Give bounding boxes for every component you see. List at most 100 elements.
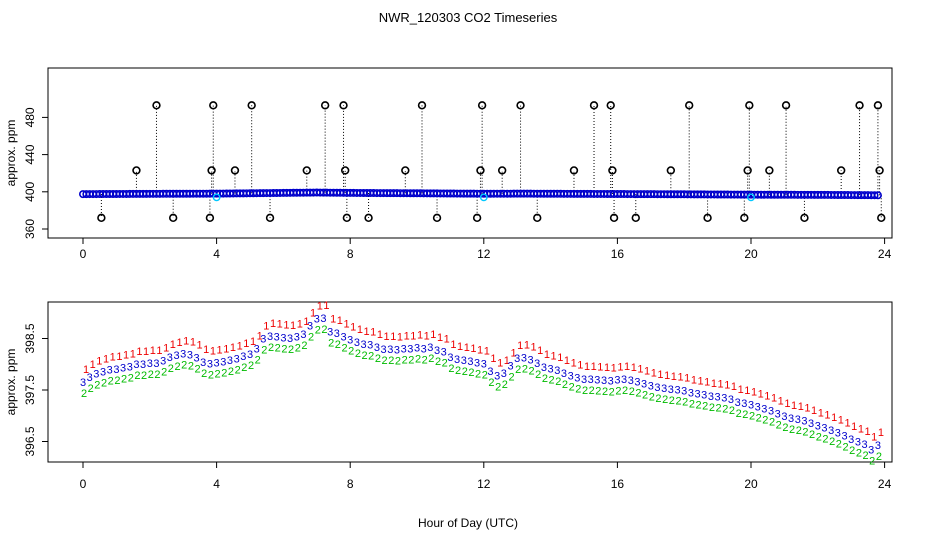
top-data-marks bbox=[79, 101, 886, 223]
series-1-mark: 1 bbox=[277, 318, 283, 330]
series-2-mark: 2 bbox=[589, 385, 595, 397]
series-2-mark: 2 bbox=[174, 361, 180, 373]
series-2-mark: 2 bbox=[522, 364, 528, 376]
series-3-mark: 3 bbox=[287, 333, 293, 345]
series-3-mark: 3 bbox=[594, 375, 600, 387]
series-2-mark: 2 bbox=[629, 386, 635, 398]
series-2-mark: 2 bbox=[435, 356, 441, 368]
series-1-mark: 1 bbox=[417, 330, 423, 342]
series-2-mark: 2 bbox=[569, 382, 575, 394]
series-3-mark: 3 bbox=[107, 364, 113, 376]
series-1-mark: 1 bbox=[297, 318, 303, 330]
series-1-mark: 1 bbox=[464, 342, 470, 354]
series-3-mark: 3 bbox=[701, 390, 707, 402]
series-2-mark: 2 bbox=[695, 400, 701, 412]
series-1-mark: 1 bbox=[871, 432, 877, 444]
series-2-mark: 2 bbox=[849, 445, 855, 457]
series-1-mark: 1 bbox=[83, 364, 89, 376]
outlier-point bbox=[476, 166, 485, 175]
series-3-mark: 3 bbox=[180, 348, 186, 360]
series-1-mark: 1 bbox=[691, 375, 697, 387]
series-3-mark: 3 bbox=[193, 353, 199, 365]
series-2-mark: 2 bbox=[408, 354, 414, 366]
series-1-mark: 1 bbox=[744, 385, 750, 397]
series-3-mark: 3 bbox=[407, 343, 413, 355]
outlier-point bbox=[152, 101, 161, 110]
series-3-mark: 3 bbox=[601, 375, 607, 387]
outlier-point bbox=[608, 166, 617, 175]
series-2-mark: 2 bbox=[395, 355, 401, 367]
series-2-mark: 2 bbox=[802, 426, 808, 438]
series-2-mark: 2 bbox=[615, 386, 621, 398]
series-2-mark: 2 bbox=[669, 395, 675, 407]
series-2-mark: 2 bbox=[375, 353, 381, 365]
series-3-mark: 3 bbox=[768, 406, 774, 418]
series-1-mark: 1 bbox=[677, 371, 683, 383]
cyan-point bbox=[747, 193, 755, 202]
series-3-mark: 3 bbox=[514, 353, 520, 365]
series-3-mark: 3 bbox=[401, 343, 407, 355]
series-3-mark: 3 bbox=[153, 358, 159, 370]
series-2-mark: 2 bbox=[221, 368, 227, 380]
top-y-tick-label: 480 bbox=[23, 107, 37, 127]
series-1-mark: 1 bbox=[450, 339, 456, 351]
outlier-point bbox=[781, 101, 791, 110]
outlier-point bbox=[432, 213, 442, 223]
series-2-mark: 2 bbox=[555, 376, 561, 388]
outlier-point bbox=[855, 101, 864, 110]
series-2-mark: 2 bbox=[288, 344, 294, 356]
series-1-mark: 1 bbox=[784, 398, 790, 410]
series-2-mark: 2 bbox=[295, 342, 301, 354]
series-2-mark: 2 bbox=[402, 354, 408, 366]
series-1-mark: 1 bbox=[250, 336, 256, 348]
series-1-mark: 1 bbox=[130, 348, 136, 360]
series-1-mark: 1 bbox=[357, 324, 363, 336]
series-3-mark: 3 bbox=[588, 374, 594, 386]
series-1-mark: 1 bbox=[644, 365, 650, 377]
series-2-mark: 2 bbox=[301, 340, 307, 352]
series-1-mark: 1 bbox=[310, 308, 316, 320]
series-3-mark: 3 bbox=[674, 384, 680, 396]
outlier-point bbox=[401, 166, 410, 175]
outlier-point bbox=[340, 166, 350, 175]
series-2-mark: 2 bbox=[836, 439, 842, 451]
series-3-mark: 3 bbox=[367, 340, 373, 352]
series-3-mark: 3 bbox=[461, 355, 467, 367]
series-3-mark: 3 bbox=[481, 359, 487, 371]
series-2-mark: 2 bbox=[168, 363, 174, 375]
top-x-tick-label: 24 bbox=[878, 247, 892, 261]
series-1-mark: 1 bbox=[684, 372, 690, 384]
series-3-mark: 3 bbox=[200, 357, 206, 369]
series-2-mark: 2 bbox=[862, 450, 868, 462]
series-3-mark: 3 bbox=[668, 384, 674, 396]
series-1-mark: 1 bbox=[384, 331, 390, 343]
series-1-mark: 1 bbox=[123, 349, 129, 361]
series-1-mark: 1 bbox=[317, 300, 323, 312]
series-3-mark: 3 bbox=[307, 321, 313, 333]
series-1-mark: 1 bbox=[844, 417, 850, 429]
series-1-mark: 1 bbox=[798, 401, 804, 413]
series-2-mark: 2 bbox=[462, 366, 468, 378]
series-1-mark: 1 bbox=[804, 402, 810, 414]
series-2-mark: 2 bbox=[542, 373, 548, 385]
baseline-point bbox=[873, 191, 882, 200]
series-2-mark: 2 bbox=[842, 441, 848, 453]
series-1-mark: 1 bbox=[150, 345, 156, 357]
series-3-mark: 3 bbox=[581, 374, 587, 386]
series-3-mark: 3 bbox=[340, 331, 346, 343]
series-3-mark: 3 bbox=[187, 349, 193, 361]
series-1-mark: 1 bbox=[724, 380, 730, 392]
series-2-mark: 2 bbox=[328, 337, 334, 349]
series-1-mark: 1 bbox=[537, 345, 543, 357]
series-3-mark: 3 bbox=[694, 389, 700, 401]
series-3-mark: 3 bbox=[735, 397, 741, 409]
series-2-mark: 2 bbox=[502, 379, 508, 391]
outlier-point bbox=[631, 213, 640, 223]
series-1-mark: 1 bbox=[176, 337, 182, 349]
series-3-mark: 3 bbox=[434, 345, 440, 357]
series-3-mark: 3 bbox=[207, 359, 213, 371]
series-1-mark: 1 bbox=[283, 319, 289, 331]
series-1-mark: 1 bbox=[303, 316, 309, 328]
outlier-point bbox=[205, 213, 215, 223]
